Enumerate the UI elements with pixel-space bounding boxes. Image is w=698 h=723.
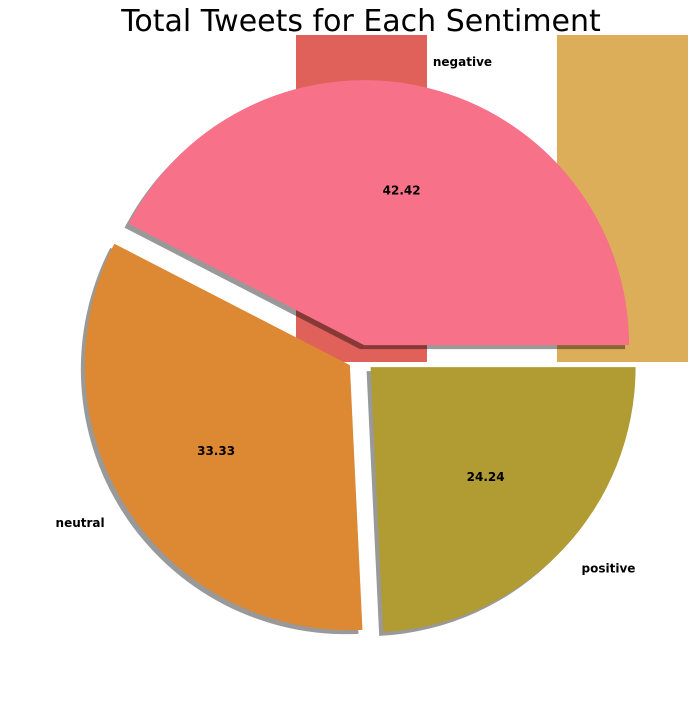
pie-slices <box>84 80 636 632</box>
pct-label-positive: 24.24 <box>467 470 505 484</box>
slice-labels: 42.42 negative 33.33 neutral 24.24 positive <box>56 55 636 575</box>
slice-neutral <box>84 243 363 631</box>
category-label-neutral: neutral <box>56 516 105 530</box>
pct-label-neutral: 33.33 <box>197 444 235 458</box>
category-label-negative: negative <box>433 55 492 69</box>
slice-positive <box>370 367 636 632</box>
chart-title: Total Tweets for Each Sentiment <box>120 4 601 39</box>
pct-label-negative: 42.42 <box>383 184 421 198</box>
slice-negative <box>128 80 630 346</box>
category-label-positive: positive <box>582 561 636 575</box>
